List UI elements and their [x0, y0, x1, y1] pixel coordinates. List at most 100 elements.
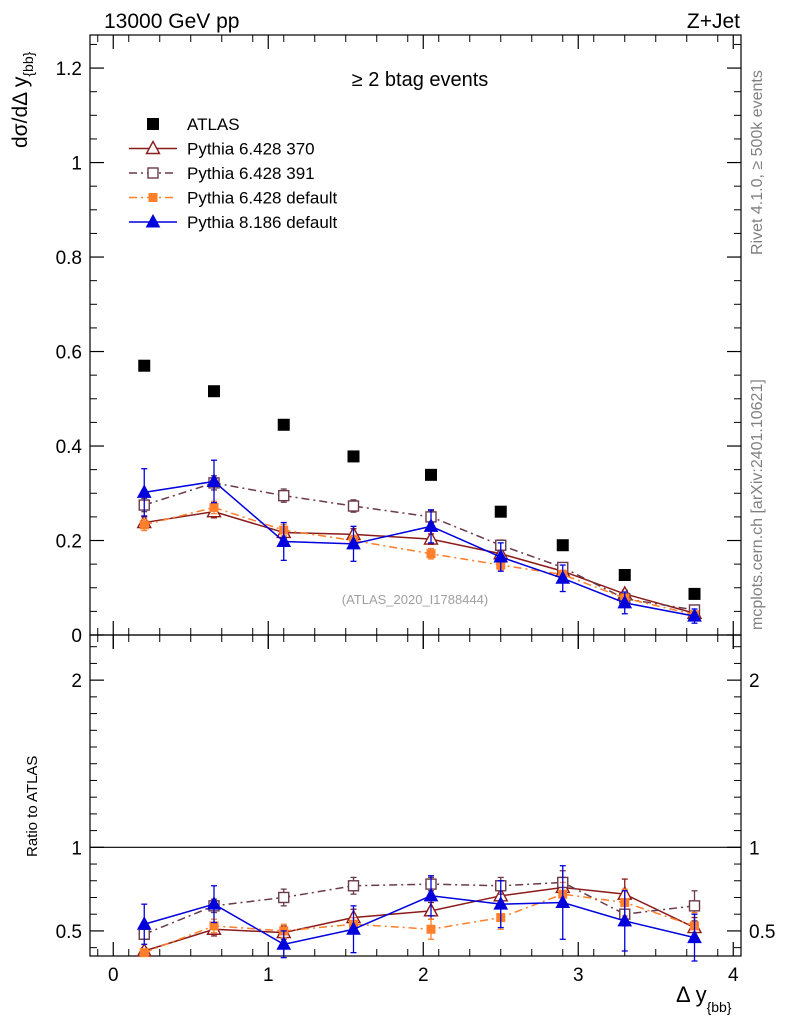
ratio-ylabel: Ratio to ATLAS: [24, 756, 41, 857]
ratio-ytick-label: 0.5: [56, 922, 82, 943]
main-series-layer: [136, 359, 703, 624]
main-ytick-label: 0.2: [56, 532, 82, 553]
legend: ATLAS Pythia 6.428 370 Pythia 6.428 391 Pyt…: [129, 115, 338, 232]
ratio-series-line-p6_default: [143, 893, 695, 954]
ratio-ytick-label-right: 1: [749, 838, 760, 859]
legend-label-p8_default: Pythia 8.186 default: [187, 213, 338, 232]
process-label: Z+Jet: [687, 10, 740, 33]
legend-marker-p6_default: [148, 193, 158, 202]
main-point-atlas: [138, 359, 151, 372]
ratio-series-line-p6_370: [144, 886, 695, 952]
selection-title: ≥ 2 btag events: [352, 69, 489, 91]
ratio-point-p6_391: [278, 891, 290, 904]
main-point-p8_default: [206, 473, 222, 487]
main-ylabel-subscript: {bb}: [20, 51, 36, 76]
legend-entry-p8_default: Pythia 8.186 default: [129, 213, 338, 232]
main-point-p8_default: [555, 570, 571, 584]
main-point-atlas: [618, 569, 631, 581]
legend-entry-atlas: ATLAS: [147, 115, 240, 134]
ratio-ytick-label: 2: [71, 671, 82, 692]
main-point-atlas: [688, 587, 701, 600]
main-point-p8_default: [423, 518, 439, 532]
ratio-series-layer: [136, 865, 703, 962]
ratio-series-p6_370: [136, 876, 703, 957]
main-point-atlas: [277, 418, 290, 431]
ratio-point-p8_default: [346, 921, 361, 935]
ratio-point-p8_default: [276, 936, 292, 950]
ratio-series-line-p8_default: [144, 895, 695, 946]
ratio-point-p8_default: [423, 887, 439, 902]
main-ytick-label: 0.6: [56, 343, 82, 364]
legend-label-p6_391: Pythia 6.428 391: [187, 164, 315, 183]
legend-label-p6_370: Pythia 6.428 370: [187, 140, 315, 159]
mcplots-label: mcplots.cern.ch [arXiv:2401.10621]: [749, 379, 766, 630]
legend-label-p6_default: Pythia 6.428 default: [187, 189, 338, 208]
ratio-ytick-label-right: 0.5: [749, 922, 775, 943]
main-point-p8_default: [617, 594, 633, 609]
main-point-atlas: [494, 505, 507, 518]
main-ytick-label: 0.8: [56, 248, 82, 269]
ratio-ytick-label: 1: [71, 838, 82, 859]
ratio-series-line-p6_391: [143, 881, 695, 935]
xtick-label: 4: [728, 965, 739, 986]
ratio-point-p8_default: [687, 929, 702, 944]
main-point-atlas: [208, 385, 220, 398]
main-point-p8_default: [346, 535, 361, 550]
ratio-ytick-label-right: 2: [749, 671, 760, 692]
x-axis-ticks: 0 1 2 3 4: [97, 35, 739, 986]
ratio-point-p8_default: [206, 896, 222, 910]
main-ytick-label: 1.2: [56, 59, 82, 80]
main-series-line-p6_391: [144, 482, 695, 611]
ratio-point-p6_391: [347, 880, 360, 892]
ratio-plot-frame: [89, 634, 742, 957]
legend-entry-p6_default: Pythia 6.428 default: [129, 189, 338, 208]
main-point-p6_default: [426, 549, 436, 559]
xlabel-text: Δ y: [676, 982, 707, 1007]
main-ytick-label: 0: [71, 626, 82, 647]
main-ylabel: dσ/dΔ y{bb}: [9, 51, 36, 148]
main-point-atlas: [347, 450, 360, 463]
legend-entry-p6_370: Pythia 6.428 370: [129, 140, 315, 159]
main-axis-ticks: 0 0.2 0.4 0.6 0.8 1 1.2: [56, 43, 741, 647]
main-point-p8_default: [493, 548, 509, 563]
ratio-point-p8_default: [136, 916, 152, 930]
legend-entry-p6_391: Pythia 6.428 391: [129, 164, 315, 183]
ratio-series-p8_default: [136, 865, 702, 962]
ratio-axis-ticks: 0.5 0.5 1 1 2 2: [56, 646, 775, 949]
main-point-atlas: [556, 539, 569, 552]
main-point-p8_default: [276, 533, 292, 547]
main-point-p6_default: [209, 502, 219, 512]
xtick-label: 3: [573, 965, 584, 986]
main-series-p8_default: [136, 459, 702, 624]
legend-marker-p6_391: [147, 167, 159, 179]
energy-label: 13000 GeV pp: [104, 10, 239, 33]
ratio-point-p8_default: [617, 912, 633, 927]
ratio-point-p6_default: [139, 948, 149, 958]
legend-label-atlas: ATLAS: [187, 115, 240, 134]
rivet-info-label: Rivet 4.1.0, ≥ 500k events: [749, 70, 766, 255]
ratio-point-p8_default: [555, 894, 571, 908]
main-ylabel-text: dσ/dΔ y: [9, 76, 32, 148]
ratio-point-p8_default: [493, 896, 509, 910]
legend-marker-p6_370: [145, 140, 161, 155]
main-point-p6_391: [347, 500, 360, 512]
main-point-p8_default: [687, 608, 702, 622]
main-point-p8_default: [136, 484, 152, 498]
xlabel-subscript: {bb}: [707, 999, 732, 1015]
main-ytick-label: 1: [71, 154, 82, 175]
xtick-label: 2: [418, 965, 429, 986]
main-point-p6_391: [278, 489, 290, 502]
main-point-p6_default: [139, 520, 149, 530]
legend-marker-atlas: [147, 118, 159, 130]
ratio-point-p6_391: [688, 900, 701, 912]
xtick-label: 0: [108, 965, 119, 986]
xtick-label: 1: [263, 965, 274, 986]
main-point-atlas: [425, 468, 437, 481]
legend-marker-p8_default: [145, 213, 161, 228]
main-ytick-label: 0.4: [56, 437, 83, 458]
xlabel: Δ y{bb}: [676, 982, 732, 1015]
analysis-id-label: (ATLAS_2020_I1788444): [342, 592, 488, 607]
ratio-point-p6_default: [426, 924, 436, 934]
main-series-atlas: [138, 359, 701, 600]
